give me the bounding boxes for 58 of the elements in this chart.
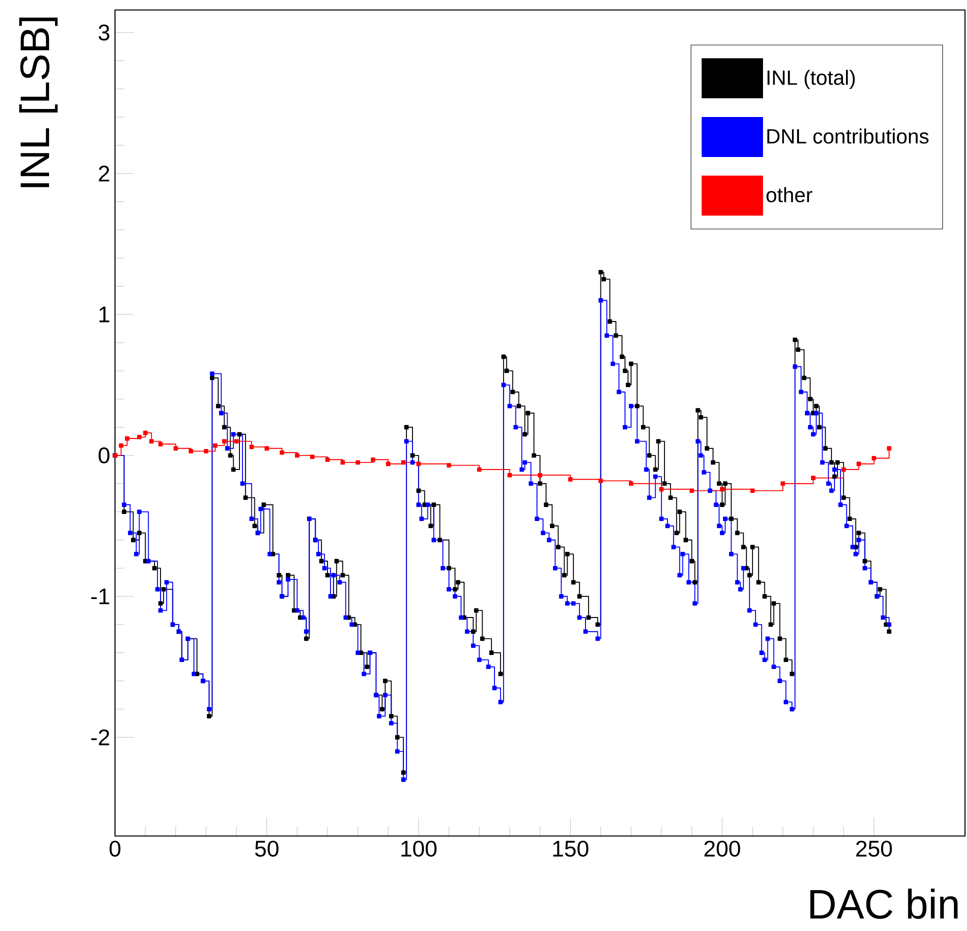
point (401, 460, 406, 465)
y-tick-label: 3 (98, 24, 110, 41)
point (690, 488, 694, 493)
legend-label: other (766, 187, 812, 202)
point (234, 439, 239, 444)
y-tick-label: -1 (91, 588, 110, 604)
x-tick-label: 200 (704, 840, 740, 857)
point (568, 477, 573, 482)
point (356, 460, 360, 465)
point (149, 439, 154, 444)
x-tick-label: 100 (401, 840, 437, 857)
point (598, 478, 603, 483)
point (143, 430, 148, 436)
point (137, 434, 142, 440)
point (720, 487, 724, 492)
point (124, 436, 130, 441)
point (659, 487, 664, 492)
point (841, 467, 846, 472)
point (158, 442, 163, 446)
x-tick-label: 250 (856, 840, 892, 857)
x-tick-label: 150 (553, 840, 588, 857)
y-tick-label: 0 (98, 447, 110, 464)
legend-label: DNL contributions (767, 128, 929, 144)
point (118, 443, 124, 448)
point (294, 453, 300, 458)
point (446, 463, 452, 468)
point (310, 454, 315, 460)
point (325, 457, 330, 462)
y-tick-label: 2 (98, 166, 110, 182)
point (750, 488, 755, 493)
y-tick-label: 1 (99, 306, 110, 322)
x-axis-title: DAC bin (810, 888, 958, 919)
point (249, 444, 254, 450)
point (628, 481, 634, 486)
point (386, 462, 390, 466)
point (416, 462, 421, 466)
point (886, 446, 892, 451)
legend-label: INL (total) (768, 70, 855, 90)
point (340, 460, 345, 465)
point (856, 462, 861, 466)
y-axis-title: INL [LSB] (19, 18, 58, 188)
point (811, 476, 816, 480)
point (204, 448, 208, 454)
point (538, 472, 542, 478)
point (222, 439, 226, 444)
y-tick-label: -2 (91, 729, 110, 746)
point (780, 481, 786, 486)
point (872, 456, 876, 460)
point (212, 443, 218, 448)
point (264, 446, 269, 451)
point (370, 457, 376, 462)
point (507, 472, 512, 478)
point (280, 450, 284, 455)
point (174, 446, 178, 451)
x-tick-label: 0 (110, 840, 120, 857)
point (188, 448, 194, 454)
point (477, 467, 482, 472)
x-tick-label: 50 (255, 840, 278, 857)
